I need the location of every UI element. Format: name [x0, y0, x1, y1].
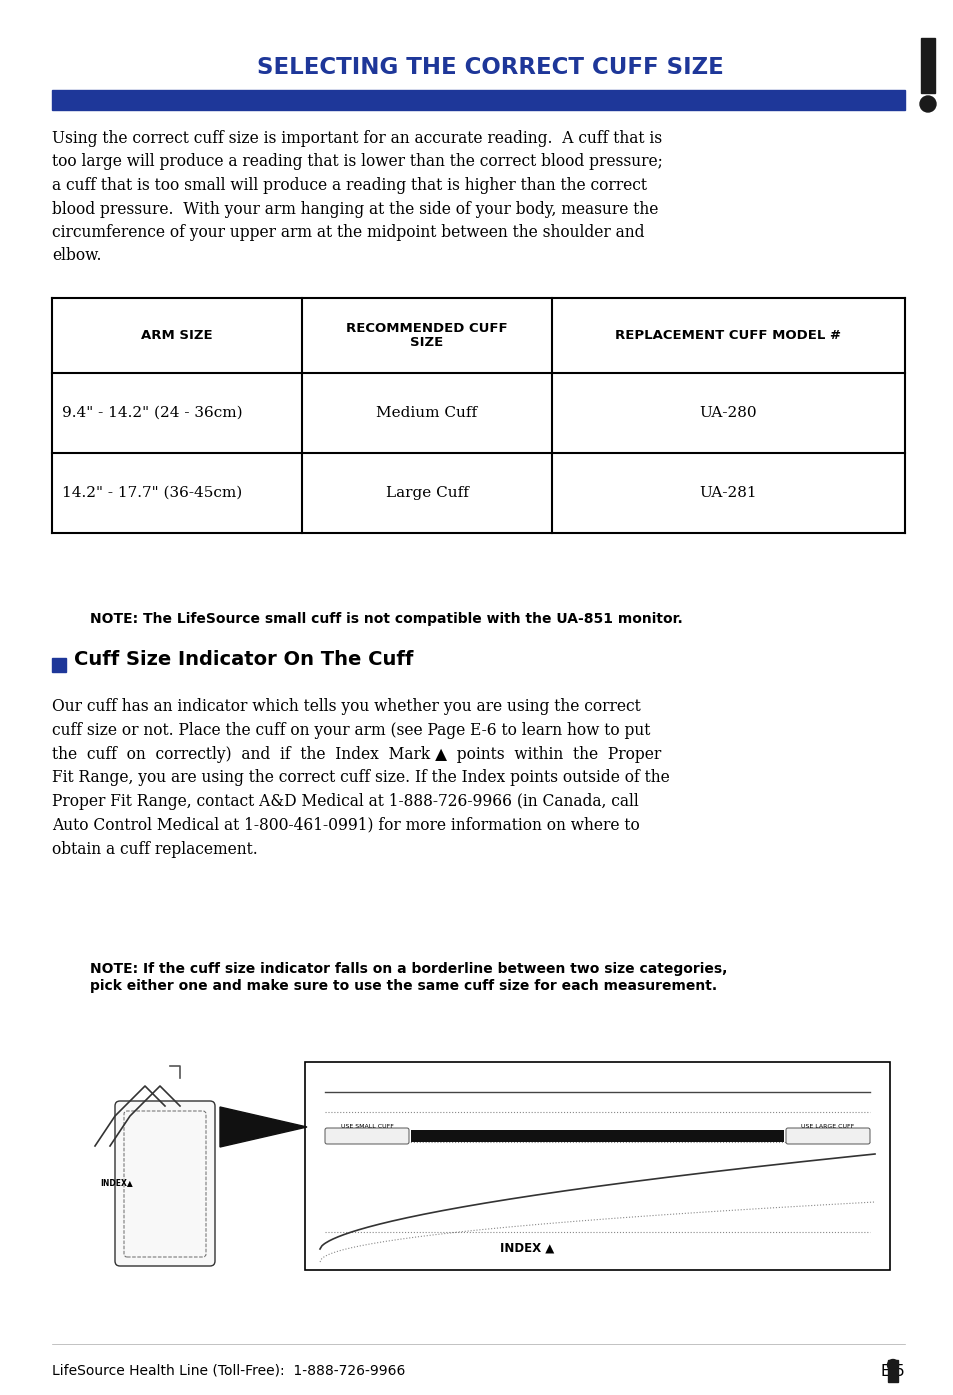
Text: 9.4" - 14.2" (24 - 36cm): 9.4" - 14.2" (24 - 36cm) — [62, 406, 242, 420]
Text: REPLACEMENT CUFF MODEL #: REPLACEMENT CUFF MODEL # — [615, 329, 841, 342]
Text: NOTE: If the cuff size indicator falls on a borderline between two size categori: NOTE: If the cuff size indicator falls o… — [90, 963, 726, 993]
Text: INDEX▲: INDEX▲ — [100, 1179, 133, 1187]
Text: Our cuff has an indicator which tells you whether you are using the correct
cuff: Our cuff has an indicator which tells yo… — [52, 698, 669, 858]
Text: UA-280: UA-280 — [699, 406, 757, 420]
Text: Large Cuff: Large Cuff — [385, 485, 468, 499]
Bar — [305, 1062, 889, 1269]
Text: USE LARGE CUFF: USE LARGE CUFF — [801, 1124, 854, 1130]
Bar — [887, 1360, 897, 1382]
Text: INDEX ▲: INDEX ▲ — [499, 1242, 554, 1254]
Circle shape — [919, 96, 935, 112]
Text: Medium Cuff: Medium Cuff — [376, 406, 477, 420]
FancyBboxPatch shape — [325, 1129, 409, 1144]
FancyBboxPatch shape — [115, 1101, 214, 1267]
Text: 14.2" - 17.7" (36-45cm): 14.2" - 17.7" (36-45cm) — [62, 485, 242, 499]
Text: SELECTING THE CORRECT CUFF SIZE: SELECTING THE CORRECT CUFF SIZE — [256, 57, 722, 80]
Text: E-5: E-5 — [880, 1364, 904, 1380]
Text: Using the correct cuff size is important for an accurate reading.  A cuff that i: Using the correct cuff size is important… — [52, 130, 662, 265]
Text: USE SMALL CUFF: USE SMALL CUFF — [340, 1124, 393, 1130]
Bar — [52, 91, 904, 110]
Text: RECOMMENDED CUFF
SIZE: RECOMMENDED CUFF SIZE — [346, 321, 507, 350]
Text: PROPER FIT RANGE: PROPER FIT RANGE — [558, 1124, 635, 1130]
Text: LifeSource Health Line (Toll-Free):  1-888-726-9966: LifeSource Health Line (Toll-Free): 1-88… — [52, 1364, 405, 1378]
Text: ARM SIZE: ARM SIZE — [141, 329, 213, 342]
Text: Cuff Size Indicator On The Cuff: Cuff Size Indicator On The Cuff — [74, 650, 413, 670]
Circle shape — [886, 1360, 898, 1370]
Polygon shape — [220, 1108, 307, 1147]
FancyBboxPatch shape — [785, 1129, 869, 1144]
Text: NOTE: The LifeSource small cuff is not compatible with the UA-851 monitor.: NOTE: The LifeSource small cuff is not c… — [90, 612, 682, 626]
Bar — [411, 1130, 783, 1143]
Text: UA-281: UA-281 — [699, 485, 757, 499]
Bar — [52, 658, 66, 672]
Bar — [920, 38, 934, 93]
